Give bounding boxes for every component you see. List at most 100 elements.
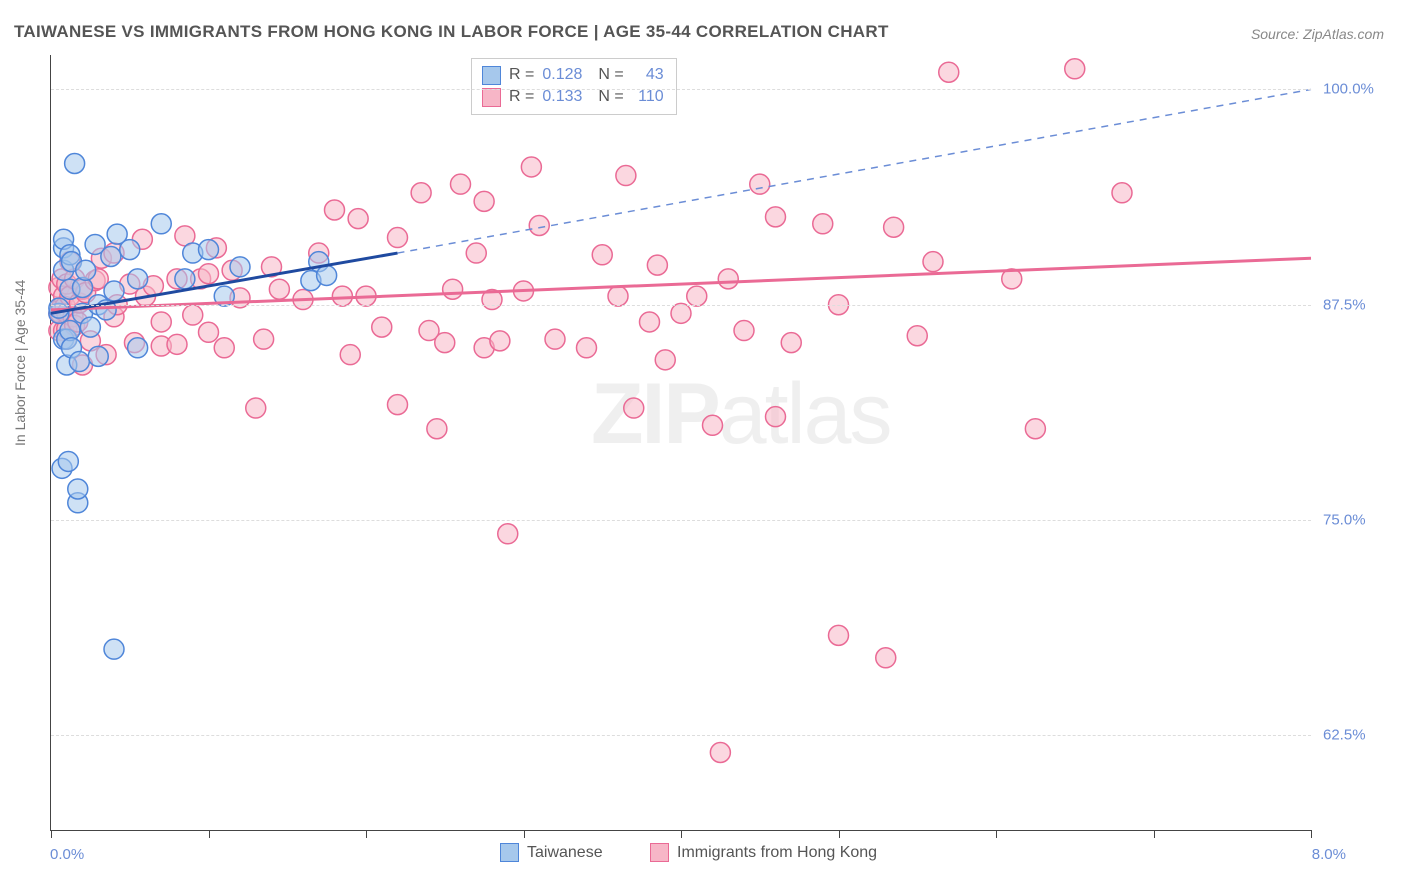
plot-area: ZIPatlas R =0.128N =43R =0.133N =110 62.… (50, 55, 1311, 831)
data-point (269, 279, 289, 299)
data-point (608, 286, 628, 306)
data-point (63, 307, 83, 327)
data-point (750, 174, 770, 194)
data-point (54, 238, 74, 258)
gridline (51, 305, 1311, 306)
data-point (128, 269, 148, 289)
legend-series-1: Immigrants from Hong Kong (650, 843, 877, 862)
data-point (183, 243, 203, 263)
data-point (427, 419, 447, 439)
data-point (73, 303, 93, 323)
data-point (214, 338, 234, 358)
data-point (57, 303, 77, 323)
data-point (101, 247, 121, 267)
data-point (167, 334, 187, 354)
data-point (254, 329, 274, 349)
data-point (104, 243, 124, 263)
data-point (60, 286, 80, 306)
data-point (191, 269, 211, 289)
data-point (939, 62, 959, 82)
data-point (49, 321, 69, 341)
source-label: Source: ZipAtlas.com (1251, 26, 1384, 42)
watermark: ZIPatlas (591, 365, 890, 464)
x-tick (524, 830, 525, 838)
data-point (781, 333, 801, 353)
data-point (474, 338, 494, 358)
legend-swatch (650, 843, 669, 862)
data-point (529, 216, 549, 236)
data-point (734, 321, 754, 341)
data-point (57, 329, 77, 349)
data-point (88, 269, 108, 289)
data-point (69, 352, 89, 372)
data-point (49, 298, 69, 318)
data-point (766, 207, 786, 227)
data-point (132, 229, 152, 249)
gridline (51, 735, 1311, 736)
data-point (49, 278, 69, 298)
x-tick (996, 830, 997, 838)
data-point (50, 303, 70, 323)
data-point (68, 312, 88, 332)
data-point (151, 214, 171, 234)
data-point (309, 252, 329, 272)
data-point (73, 279, 93, 299)
data-point (214, 286, 234, 306)
data-point (1025, 419, 1045, 439)
n-value: 43 (632, 64, 664, 86)
data-point (907, 326, 927, 346)
data-point (104, 281, 124, 301)
y-axis-label: In Labor Force | Age 35-44 (12, 280, 28, 446)
data-point (490, 331, 510, 351)
data-point (498, 524, 518, 544)
x-tick (1154, 830, 1155, 838)
data-point (640, 312, 660, 332)
data-point (57, 355, 77, 375)
data-point (332, 286, 352, 306)
data-point (813, 214, 833, 234)
data-point (55, 296, 75, 316)
data-point (49, 303, 69, 323)
data-point (69, 293, 89, 313)
data-point (136, 286, 156, 306)
legend-swatch (482, 66, 501, 85)
data-point (710, 743, 730, 763)
data-point (65, 269, 85, 289)
data-point (85, 234, 105, 254)
data-point (73, 355, 93, 375)
x-axis-min-label: 0.0% (50, 846, 84, 863)
data-point (120, 274, 140, 294)
data-point (57, 319, 77, 339)
data-point (58, 451, 78, 471)
data-point (183, 305, 203, 325)
data-point (230, 257, 250, 277)
legend-stat-row: R =0.128N =43 (482, 64, 664, 86)
data-point (65, 154, 85, 174)
data-point (61, 338, 81, 358)
chart-svg (51, 55, 1311, 830)
data-point (60, 279, 80, 299)
r-label: R = (509, 64, 534, 86)
data-point (104, 639, 124, 659)
data-point (52, 458, 72, 478)
data-point (1112, 183, 1132, 203)
data-point (54, 260, 74, 280)
watermark-atlas: atlas (719, 366, 891, 462)
data-point (884, 217, 904, 237)
data-point (671, 303, 691, 323)
data-point (57, 329, 77, 349)
data-point (54, 329, 74, 349)
data-point (718, 269, 738, 289)
data-point (301, 271, 321, 291)
legend-stats: R =0.128N =43R =0.133N =110 (471, 58, 677, 115)
data-point (61, 252, 81, 272)
data-point (1065, 59, 1085, 79)
data-point (96, 345, 116, 365)
data-point (514, 281, 534, 301)
n-label: N = (598, 64, 623, 86)
data-point (829, 625, 849, 645)
legend-label: Taiwanese (527, 844, 603, 862)
data-point (120, 240, 140, 260)
data-point (54, 321, 74, 341)
data-point (624, 398, 644, 418)
